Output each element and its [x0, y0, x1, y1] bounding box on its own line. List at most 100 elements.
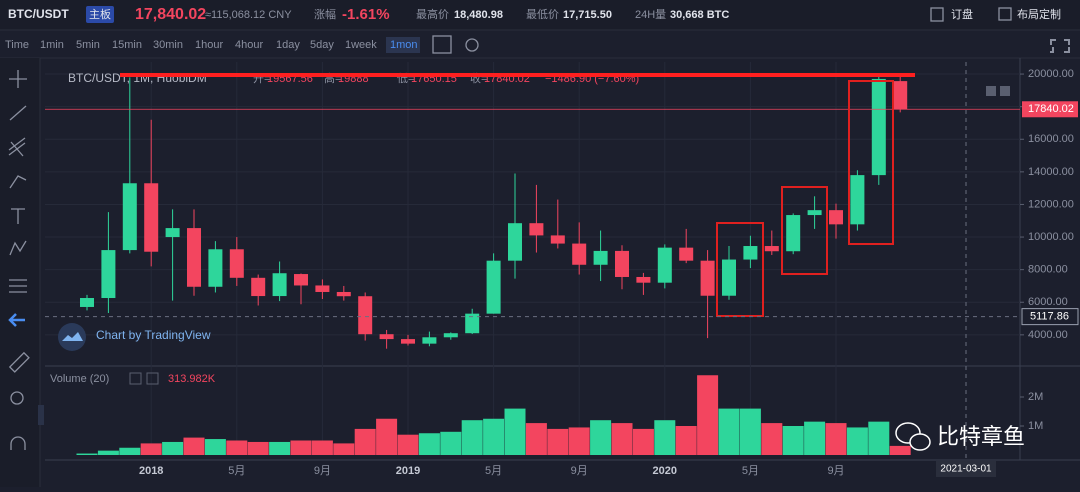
legend-button[interactable]: [986, 86, 996, 96]
drawing-tools: [8, 70, 30, 450]
volume-bar: [461, 420, 483, 455]
volume-bar: [333, 443, 355, 455]
change-label: 涨幅: [314, 8, 336, 21]
candle-body: [764, 246, 779, 252]
volume-bar: [611, 423, 633, 455]
annotation-box: [848, 80, 894, 245]
interval-button[interactable]: 5min: [76, 39, 100, 51]
settings-icon[interactable]: [465, 38, 479, 52]
change: -1.61%: [342, 6, 390, 23]
measure-tool[interactable]: [8, 351, 30, 373]
interval-button[interactable]: 1min: [40, 39, 64, 51]
text-tool[interactable]: [11, 208, 25, 224]
candle-body: [700, 260, 715, 296]
interval-button[interactable]: 1day: [276, 39, 300, 51]
interval-button[interactable]: 5day: [310, 39, 334, 51]
symbol[interactable]: BTC/USDT: [8, 7, 69, 21]
volume-bar: [226, 440, 248, 455]
interval-button[interactable]: Time: [5, 39, 29, 51]
pattern-tool[interactable]: [9, 240, 27, 256]
candle-body: [807, 210, 822, 216]
line-tool[interactable]: [9, 105, 27, 121]
volume-bar: [675, 426, 697, 455]
layout-icon[interactable]: [998, 7, 1012, 21]
candle-body: [743, 246, 758, 260]
volume-bar: [204, 439, 226, 455]
volume-bar: [76, 453, 98, 455]
x-tick-label: 5月: [742, 465, 759, 477]
low: 17,715.50: [563, 9, 612, 21]
candle-body: [722, 259, 736, 296]
volume-title: Volume (20): [50, 373, 109, 385]
volume-bar: [418, 433, 440, 455]
volume-bar: [247, 441, 269, 455]
brush-tool[interactable]: [9, 175, 27, 189]
interval-button[interactable]: 15min: [112, 39, 142, 51]
candle-body: [679, 247, 694, 261]
prediction-tool[interactable]: [9, 279, 27, 293]
volume-bar: [868, 421, 890, 455]
volume-bar: [568, 427, 590, 455]
candle-body: [593, 250, 608, 265]
candle-body: [572, 243, 587, 265]
y-tick-label: 12000.00: [1028, 198, 1074, 210]
annotation-box: [781, 186, 828, 275]
y-tick-label: 20000.00: [1028, 68, 1074, 80]
candle-body: [508, 223, 522, 261]
interval-button[interactable]: 1hour: [195, 39, 223, 51]
x-tick-label: 9月: [314, 465, 331, 477]
interval-button[interactable]: 1mon: [390, 39, 418, 51]
y-tick-label: 4000.00: [1028, 329, 1068, 341]
fib-tool[interactable]: [8, 137, 26, 157]
candle-body: [829, 210, 843, 225]
candle-body: [379, 334, 394, 340]
brand-icon: [895, 422, 921, 444]
brand-logo: 比特章鱼: [895, 422, 1025, 451]
x-tick-label: 5月: [228, 465, 245, 477]
crosshair-date-label: 2021-03-01: [940, 464, 992, 475]
indicator-icon[interactable]: [432, 35, 452, 54]
zoom-tool[interactable]: [10, 391, 24, 405]
volume-bar: [825, 423, 847, 455]
candle-body: [636, 276, 651, 283]
candle-body: [187, 228, 201, 287]
back-tool[interactable]: [8, 313, 25, 327]
candle-body: [358, 296, 373, 335]
y-tick-label: 16000.00: [1028, 133, 1074, 145]
candle-body: [871, 78, 886, 176]
candle-body: [443, 333, 458, 338]
fullscreen-icon[interactable]: [1050, 39, 1070, 53]
candle-body: [208, 249, 223, 287]
candle-body: [529, 223, 544, 236]
order-icon[interactable]: [930, 7, 944, 22]
sidebar-toggle[interactable]: [38, 405, 44, 425]
volume-close[interactable]: [146, 372, 159, 385]
volume-bar: [440, 431, 462, 455]
candle-body: [422, 337, 437, 344]
watermark: Chart by TradingView: [58, 323, 211, 351]
cny-price: ≈115,068.12 CNY: [205, 9, 292, 21]
order-button[interactable]: 订盘: [951, 7, 973, 21]
volume-bar: [311, 440, 333, 455]
interval-button[interactable]: 1week: [345, 39, 377, 51]
magnet-tool[interactable]: [10, 436, 26, 450]
crosshair-tool[interactable]: [9, 70, 27, 88]
board-badge: [86, 6, 114, 23]
candle-body: [615, 250, 629, 277]
interval-button[interactable]: 30min: [153, 39, 183, 51]
legend-button[interactable]: [1000, 86, 1010, 96]
volume-bar: [889, 445, 911, 455]
volume-bar: [718, 408, 740, 455]
interval-button[interactable]: 4hour: [235, 39, 263, 51]
layout-button[interactable]: 布局定制: [1017, 7, 1061, 21]
y-tick-label: 8000.00: [1028, 264, 1068, 276]
high: 18,480.98: [454, 9, 503, 21]
volume-settings[interactable]: [129, 372, 142, 385]
volume: 30,668 BTC: [670, 9, 729, 21]
candle-body: [294, 274, 308, 286]
volume-bar: [483, 418, 505, 455]
volume-tick-label: 1M: [1028, 420, 1043, 432]
crosshair-price-box: [1021, 308, 1079, 326]
volume-bar: [804, 421, 826, 455]
x-tick-label: 5月: [485, 465, 502, 477]
